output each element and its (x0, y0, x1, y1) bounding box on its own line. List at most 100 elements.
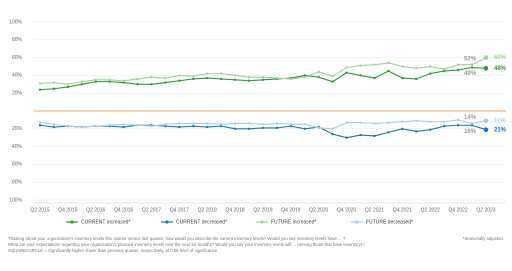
x-tick-label: Q4 2019 (281, 207, 300, 213)
point (483, 127, 489, 132)
point (345, 66, 348, 69)
point (331, 80, 334, 83)
point (470, 124, 474, 127)
note: What are your expectations regarding you… (8, 242, 365, 247)
point (401, 76, 404, 80)
y2-tick-label: 60% (12, 162, 23, 168)
point (289, 77, 293, 81)
x-tick-label: Q2 2021 (365, 207, 384, 213)
point (359, 64, 362, 67)
point (359, 74, 362, 77)
point (206, 72, 209, 75)
point (206, 122, 209, 125)
legend-label: CURRENT increased* (81, 219, 130, 225)
x-tick-label: Q2 2018 (198, 207, 217, 213)
point (247, 127, 251, 130)
point (442, 124, 446, 128)
x-tick-label: Q2 2019 (253, 207, 272, 213)
point (442, 67, 446, 71)
point (401, 127, 404, 130)
point (108, 124, 111, 127)
point (66, 85, 70, 89)
point (261, 75, 265, 79)
y2-tick-label: 100% (9, 197, 22, 203)
point (80, 80, 84, 83)
point (261, 126, 265, 130)
point (289, 124, 293, 128)
point (233, 127, 237, 130)
point (456, 63, 460, 66)
point (470, 63, 474, 66)
point (303, 127, 307, 130)
point (178, 74, 181, 77)
point (373, 76, 376, 80)
point (359, 133, 362, 137)
point (359, 121, 362, 124)
note: Thinking about your organization's inven… (8, 236, 346, 241)
point (415, 130, 418, 133)
point (275, 126, 279, 130)
point (94, 78, 97, 82)
value-label: 14% (464, 115, 477, 121)
point (178, 79, 181, 82)
point (38, 82, 42, 85)
point (470, 122, 474, 125)
point (415, 77, 418, 81)
point (136, 77, 139, 81)
point (108, 78, 111, 82)
point (164, 124, 167, 128)
y2-tick-label: 40% (12, 144, 23, 150)
point (387, 121, 390, 124)
point (303, 75, 307, 79)
y-tick-label: 20% (12, 91, 23, 97)
point (66, 83, 70, 86)
x-tick-label: Q4 2016 (114, 207, 133, 213)
x-tick-label: Q4 2022 (449, 207, 468, 213)
point (192, 124, 195, 128)
value-label: 48% (494, 66, 507, 72)
legend-swatch (260, 220, 264, 224)
value-label: 11% (494, 118, 506, 124)
point (331, 132, 334, 136)
x-tick-label: Q4 2018 (226, 207, 245, 213)
point (275, 122, 279, 125)
point (303, 74, 307, 77)
point (206, 125, 209, 129)
x-tick-label: Q2 2017 (142, 207, 161, 213)
point (52, 123, 56, 126)
y2-tick-label: 80% (12, 180, 23, 186)
point (442, 120, 446, 123)
point (108, 80, 111, 83)
point (164, 76, 167, 80)
point (429, 72, 432, 75)
point (442, 69, 446, 73)
legend-label: FUTURE decreased* (366, 219, 413, 225)
point (261, 78, 265, 82)
point (136, 83, 139, 86)
point (387, 69, 390, 73)
point (122, 81, 125, 84)
point (122, 79, 125, 82)
point (52, 125, 56, 129)
point (345, 121, 348, 124)
point (164, 81, 167, 84)
value-label: 49% (464, 71, 477, 77)
y-tick-label: 80% (12, 37, 23, 43)
point (219, 124, 223, 128)
point (219, 72, 223, 75)
point (289, 123, 293, 126)
legend-swatch (355, 220, 359, 224)
point (387, 131, 390, 134)
point (456, 68, 460, 72)
point (150, 83, 153, 86)
point (52, 87, 56, 90)
point (247, 79, 251, 82)
legend-label: CURRENT decreased* (176, 219, 227, 225)
x-tick-label: Q2 2016 (86, 207, 105, 213)
point (456, 124, 460, 127)
legend-swatch (70, 220, 74, 224)
x-tick-label: Q2 2022 (421, 207, 440, 213)
point (483, 65, 489, 71)
point (122, 125, 125, 129)
point (94, 124, 97, 128)
